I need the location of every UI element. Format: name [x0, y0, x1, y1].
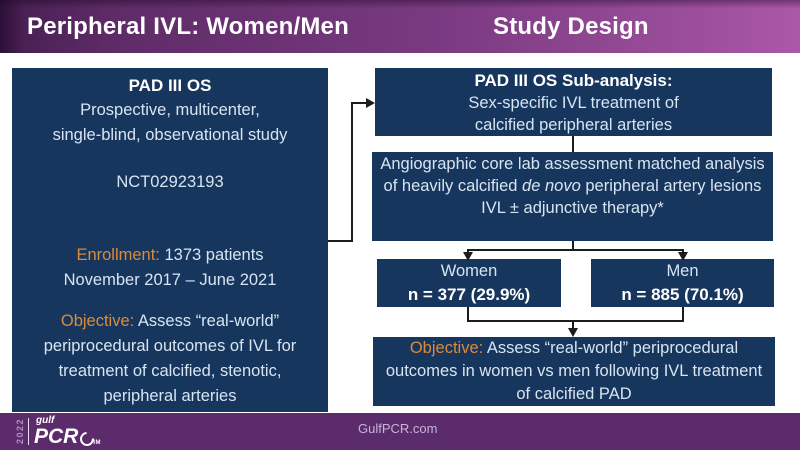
subanalysis-line1: Sex-specific IVL treatment of [468, 94, 679, 112]
enrollment-dates: November 2017 – June 2021 [63, 271, 277, 289]
men-box: Men n = 885 (70.1%) [591, 259, 774, 307]
arrowhead-into-objective [568, 328, 578, 337]
nct-number: NCT02923193 [116, 173, 224, 191]
subanalysis-title: PAD III OS Sub-analysis: [474, 71, 673, 90]
logo-gulf-text: gulf [36, 415, 55, 426]
gim-icon: IM [77, 429, 102, 449]
core-lab-text-post: peripheral artery lesions [580, 177, 762, 195]
connector-left-to-sub-h2 [351, 102, 366, 104]
logo-year: 2022 [15, 418, 25, 445]
gulfpcr-logo: 2022 gulf PCR IM [15, 415, 102, 449]
study-overview-box: PAD III OS Prospective, multicenter, sin… [12, 68, 328, 412]
women-box: Women n = 377 (29.9%) [377, 259, 561, 307]
enrollment-label: Enrollment: [76, 246, 160, 264]
logo-pcr-text: PCR [34, 425, 79, 448]
study-design-line1: Prospective, multicenter, [80, 101, 260, 119]
enrollment-value: 1373 patients [159, 246, 264, 264]
slide-subtitle: Study Design [493, 12, 649, 40]
gim-label: IM [93, 440, 102, 446]
logo-divider [28, 418, 29, 445]
logo-pcr-row: PCR IM [34, 425, 102, 449]
connector-men-down [682, 307, 684, 322]
arrowhead-into-women [463, 252, 473, 261]
connector-merge-horizontal [467, 320, 684, 322]
core-lab-box: Angiographic core lab assessment matched… [372, 152, 773, 241]
core-lab-text: Angiographic core lab assessment matched… [374, 153, 771, 197]
subanalysis-box: PAD III OS Sub-analysis: Sex-specific IV… [375, 68, 772, 136]
enrollment-line: Enrollment: 1373 patients [24, 243, 316, 268]
slide-title: Peripheral IVL: Women/Men [27, 12, 349, 40]
core-lab-text-pre: Angiographic core lab assessment matched… [380, 155, 765, 195]
arrowhead-into-men [678, 252, 688, 261]
connector-corelab-down [572, 241, 574, 251]
connector-sub-to-corelab [572, 136, 574, 152]
objective-text: Assess “real-world” periprocedural outco… [43, 312, 297, 405]
subanalysis-objective-text: Assess “real-world” periprocedural outco… [385, 339, 763, 403]
men-label: Men [666, 262, 699, 280]
connector-to-women-v [467, 249, 469, 254]
connector-split-horizontal [467, 249, 684, 251]
subanalysis-objective-label: Objective: [409, 339, 484, 357]
logo-wordmark: gulf PCR IM [34, 415, 102, 449]
men-n: n = 885 (70.1%) [621, 285, 744, 304]
subanalysis-objective-box: Objective: Assess “real-world” periproce… [373, 337, 775, 406]
connector-left-to-sub-h1 [328, 240, 353, 242]
connector-left-to-sub-v [351, 102, 353, 242]
core-lab-therapy: IVL ± adjunctive therapy* [481, 199, 664, 217]
women-label: Women [440, 262, 498, 280]
subanalysis-line2: calcified peripheral arteries [474, 116, 673, 134]
connector-women-down [467, 307, 469, 322]
core-lab-text-italic: de novo [522, 177, 581, 195]
arrowhead-into-subanalysis [366, 98, 375, 108]
header-bar: Peripheral IVL: Women/Men Study Design [0, 0, 800, 53]
objective-label: Objective: [60, 312, 135, 330]
women-n: n = 377 (29.9%) [407, 285, 531, 304]
footer-bar: 2022 gulf PCR IM GulfPCR.com [0, 413, 800, 450]
study-design-line2: single-blind, observational study [52, 126, 288, 144]
study-objective: Objective: Assess “real-world” periproce… [24, 309, 316, 409]
study-name: PAD III OS [128, 76, 212, 95]
connector-merge-down [572, 320, 574, 330]
connector-to-men-v [682, 249, 684, 254]
website-url: GulfPCR.com [358, 421, 438, 436]
